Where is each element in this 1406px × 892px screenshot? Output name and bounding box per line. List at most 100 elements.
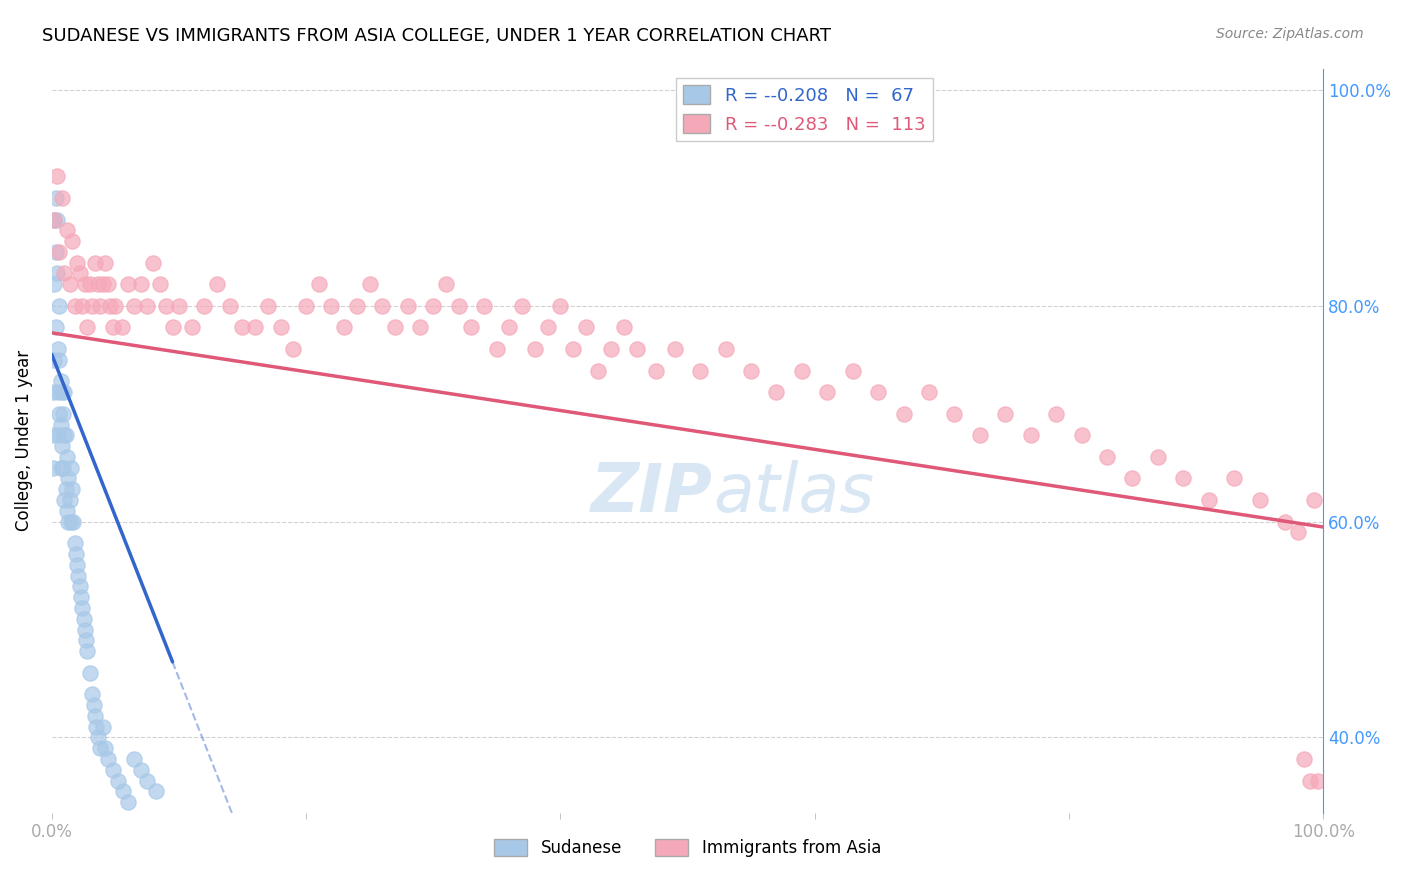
Point	[53, 385, 76, 400]
Point	[89, 741, 111, 756]
Point	[613, 320, 636, 334]
Point	[434, 277, 457, 292]
Point	[48, 244, 70, 259]
Point	[1019, 428, 1042, 442]
Point	[550, 299, 572, 313]
Point	[129, 277, 152, 292]
Point	[45, 267, 67, 281]
Point	[257, 299, 280, 313]
Point	[79, 665, 101, 680]
Point	[48, 407, 70, 421]
Point	[82, 687, 104, 701]
Point	[52, 460, 75, 475]
Point	[1147, 450, 1170, 464]
Point	[498, 320, 520, 334]
Point	[270, 320, 292, 334]
Point	[46, 342, 69, 356]
Point	[588, 363, 610, 377]
Point	[91, 277, 114, 292]
Point	[56, 450, 79, 464]
Point	[42, 385, 65, 400]
Point	[65, 547, 87, 561]
Point	[1173, 471, 1195, 485]
Point	[51, 385, 73, 400]
Point	[765, 385, 787, 400]
Point	[84, 720, 107, 734]
Point	[1303, 493, 1326, 508]
Point	[45, 191, 67, 205]
Point	[97, 277, 120, 292]
Point	[510, 299, 533, 313]
Point	[460, 320, 482, 334]
Point	[97, 752, 120, 766]
Point	[994, 407, 1017, 421]
Point	[49, 460, 72, 475]
Point	[63, 299, 86, 313]
Point	[56, 223, 79, 237]
Point	[243, 320, 266, 334]
Point	[46, 428, 69, 442]
Point	[51, 191, 73, 205]
Point	[295, 299, 318, 313]
Point	[155, 299, 177, 313]
Point	[371, 299, 394, 313]
Point	[55, 482, 77, 496]
Point	[66, 256, 89, 270]
Point	[149, 277, 172, 292]
Point	[1274, 515, 1296, 529]
Text: SUDANESE VS IMMIGRANTS FROM ASIA COLLEGE, UNDER 1 YEAR CORRELATION CHART: SUDANESE VS IMMIGRANTS FROM ASIA COLLEGE…	[42, 27, 831, 45]
Point	[56, 504, 79, 518]
Point	[51, 439, 73, 453]
Legend: R = --0.208   N =  67, R = --0.283   N =  113: R = --0.208 N = 67, R = --0.283 N = 113	[676, 78, 932, 141]
Y-axis label: College, Under 1 year: College, Under 1 year	[15, 351, 32, 532]
Point	[49, 375, 72, 389]
Point	[63, 536, 86, 550]
Point	[94, 741, 117, 756]
Point	[644, 363, 666, 377]
Point	[44, 212, 66, 227]
Point	[79, 277, 101, 292]
Point	[101, 320, 124, 334]
Point	[409, 320, 432, 334]
Point	[75, 633, 97, 648]
Point	[346, 299, 368, 313]
Point	[868, 385, 890, 400]
Point	[359, 277, 381, 292]
Point	[136, 773, 159, 788]
Text: atlas: atlas	[713, 459, 875, 525]
Point	[422, 299, 444, 313]
Point	[180, 320, 202, 334]
Point	[111, 320, 134, 334]
Point	[740, 363, 762, 377]
Point	[82, 299, 104, 313]
Point	[48, 352, 70, 367]
Point	[45, 320, 67, 334]
Point	[101, 763, 124, 777]
Point	[562, 342, 585, 356]
Point	[218, 299, 240, 313]
Point	[42, 428, 65, 442]
Point	[333, 320, 356, 334]
Point	[1223, 471, 1246, 485]
Point	[1294, 752, 1316, 766]
Point	[626, 342, 648, 356]
Point	[321, 299, 343, 313]
Point	[59, 515, 82, 529]
Point	[53, 493, 76, 508]
Point	[193, 299, 215, 313]
Point	[52, 407, 75, 421]
Point	[111, 784, 134, 798]
Point	[308, 277, 330, 292]
Point	[384, 320, 406, 334]
Point	[66, 558, 89, 572]
Point	[73, 277, 96, 292]
Point	[86, 277, 108, 292]
Point	[117, 795, 139, 809]
Point	[815, 385, 838, 400]
Point	[73, 623, 96, 637]
Point	[60, 482, 83, 496]
Point	[231, 320, 253, 334]
Point	[98, 299, 121, 313]
Point	[575, 320, 598, 334]
Point	[1070, 428, 1092, 442]
